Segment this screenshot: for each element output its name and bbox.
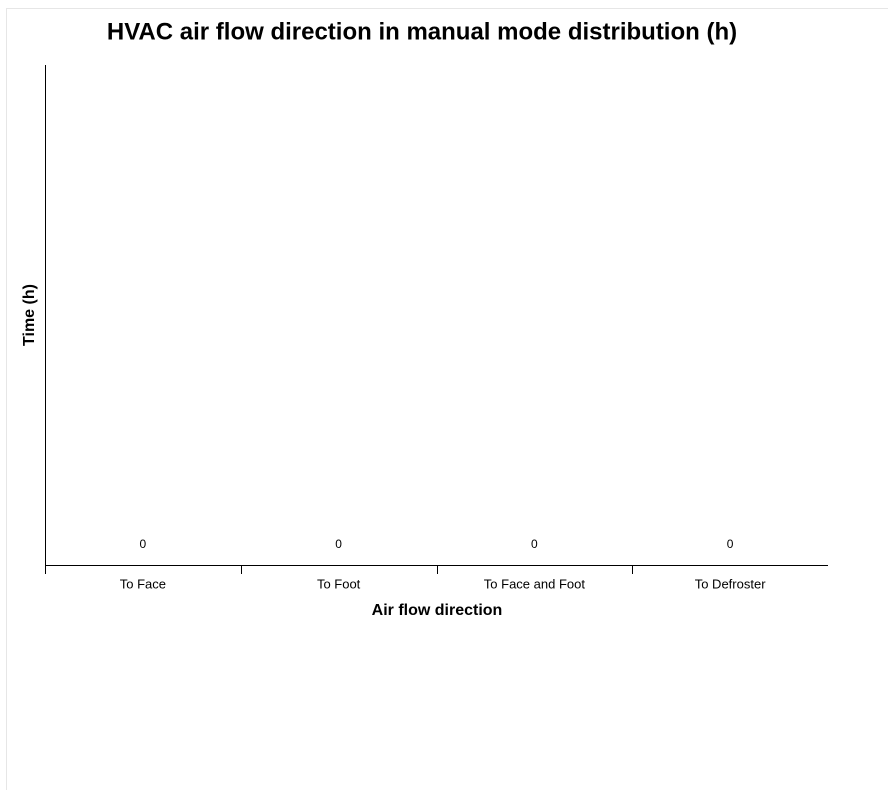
x-tick-label: To Face and Foot xyxy=(484,576,586,591)
data-label: 0 xyxy=(335,537,342,551)
x-tick-label: To Foot xyxy=(317,576,361,591)
x-axis-label: Air flow direction xyxy=(372,602,503,619)
x-tick-label: To Defroster xyxy=(695,576,766,591)
data-label: 0 xyxy=(727,537,734,551)
frame xyxy=(6,8,888,790)
x-tick-label: To Face xyxy=(120,576,166,591)
data-label: 0 xyxy=(140,537,147,551)
chart-title: HVAC air flow direction in manual mode d… xyxy=(107,18,737,45)
data-label: 0 xyxy=(531,537,538,551)
y-axis-label: Time (h) xyxy=(21,284,38,346)
